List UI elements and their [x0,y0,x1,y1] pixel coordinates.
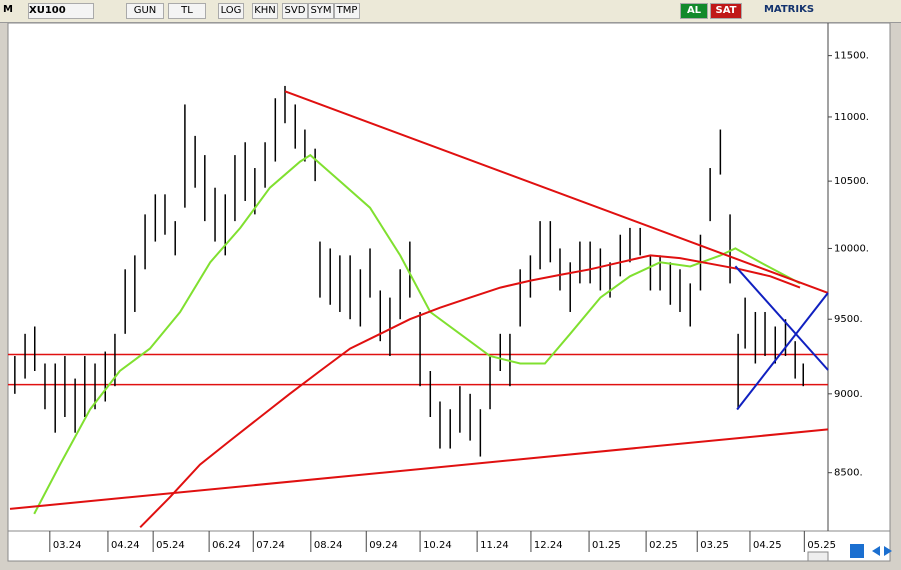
toolbar-button[interactable]: TL [168,3,206,19]
scroll-box[interactable] [807,551,829,562]
x-tick-label: 01.25 [592,540,621,551]
y-tick-label: 11000. [834,112,869,123]
x-tick-label: 03.25 [700,540,729,551]
x-tick-label: 10.24 [423,540,452,551]
y-tick-label: 9000. [834,389,863,400]
x-tick-label: 11.24 [480,540,509,551]
x-tick-label: 07.24 [256,540,285,551]
sell-button[interactable]: SAT [710,3,742,19]
scroll-left[interactable] [872,546,880,556]
buy-button[interactable]: AL [680,3,708,19]
overlay-line [33,153,801,515]
y-tick-label: 9500. [834,314,863,325]
y-tick-label: 11500. [834,51,869,62]
overlay-line [734,265,829,371]
x-tick-label: 04.25 [753,540,782,551]
y-tick-label: 10000. [834,243,869,254]
refresh-button[interactable] [850,544,864,558]
logo: M [3,4,13,15]
x-tick-label: 08.24 [314,540,343,551]
x-tick-label: 02.25 [649,540,678,551]
scroll-right[interactable] [884,546,892,556]
toolbar-button[interactable]: TMP [334,3,360,19]
x-tick-label: 09.24 [369,540,398,551]
overlay-line [139,254,801,529]
symbol[interactable]: XU100 [28,3,94,19]
overlay-line [284,90,829,294]
x-tick-label: 05.25 [807,540,836,551]
y-tick-label: 10500. [834,176,869,187]
x-tick-label: 06.24 [212,540,241,551]
x-tick-label: 05.24 [156,540,185,551]
y-tick-label: 8500. [834,468,863,479]
toolbar: M XU100 GUN TL LOG KHN SVD SYM TMP AL SAT MATR… [0,0,901,23]
toolbar-button[interactable]: GUN [126,3,164,19]
toolbar-button[interactable]: SYM [308,3,334,19]
x-tick-label: 04.24 [111,540,140,551]
toolbar-button[interactable]: SVD [282,3,308,19]
overlay-line [9,428,829,510]
brand: MATRIKS [763,4,815,15]
x-tick-label: 03.24 [53,540,82,551]
overlay-line [736,292,829,411]
toolbar-button[interactable]: KHN [252,3,278,19]
toolbar-button[interactable]: LOG [218,3,244,19]
plot-frame [7,22,891,532]
x-tick-label: 12.24 [534,540,563,551]
x-axis-area [7,530,891,562]
